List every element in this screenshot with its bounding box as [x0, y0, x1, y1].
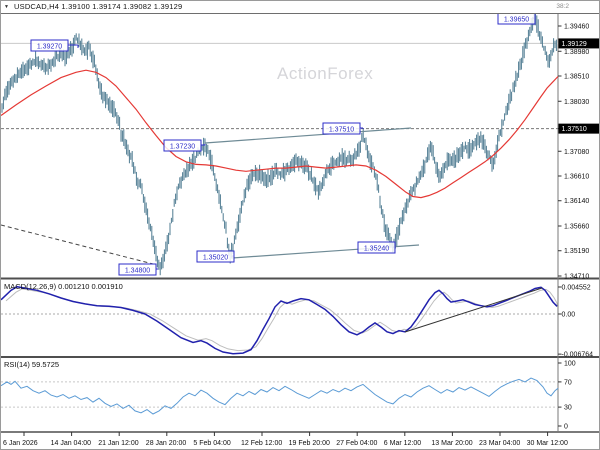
- x-axis-label: 30 Mar 12:00: [527, 440, 568, 447]
- price-annotation-label: 1.37510: [329, 127, 354, 134]
- price-annotation-label: 1.35020: [203, 255, 228, 262]
- price-axis-label: 1.38980: [564, 49, 589, 56]
- dashed-diagonal-trendline: [1, 224, 154, 265]
- x-axis-label: 23 Mar 04:00: [479, 440, 520, 447]
- watermark: ActionForex: [277, 64, 374, 83]
- highlighted-price-label: 1.39129: [562, 41, 587, 48]
- price-axis-label: 1.36610: [564, 174, 589, 181]
- trendline-upper: [204, 127, 412, 144]
- price-annotation-box[interactable]: [322, 122, 361, 135]
- macd-line: [1, 285, 558, 355]
- price-annotation-label: 1.35240: [364, 246, 389, 253]
- price-annotation-box[interactable]: [30, 39, 69, 52]
- x-axis-label: 27 Feb 04:00: [336, 440, 377, 447]
- chart-titlebar: ▼ USDCAD,H4 1.39100 1.39174 1.39082 1.39…: [1, 1, 599, 14]
- x-axis-label: 19 Feb 20:00: [289, 440, 330, 447]
- price-axis-label: 1.39460: [564, 24, 589, 31]
- price-annotation-label: 1.37230: [170, 144, 195, 151]
- x-axis-label: 6 Jan 2026: [3, 440, 38, 447]
- rsi-axis-label: 30: [564, 405, 572, 412]
- x-axis-label: 13 Mar 20:00: [431, 440, 472, 447]
- price-annotation-box[interactable]: [118, 263, 157, 276]
- collapse-arrow-icon[interactable]: ▼: [4, 4, 9, 10]
- price-annotation-label: 1.34800: [125, 268, 150, 275]
- macd-axis-label: -0.006764: [562, 352, 594, 359]
- price-axis-label: 1.37080: [564, 149, 589, 156]
- price-axis-label: 1.38510: [564, 74, 589, 81]
- price-bars: [1, 14, 557, 276]
- macd-axis-label: 0.00: [562, 312, 576, 319]
- symbol-ohlc-title: USDCAD,H4 1.39100 1.39174 1.39082 1.3912…: [14, 2, 183, 11]
- price-annotation-box[interactable]: [196, 250, 235, 263]
- highlighted-price-label-bg: [558, 38, 599, 49]
- highlighted-price-label: 1.37510: [562, 126, 587, 133]
- bar-countdown-timer: 38:2: [556, 3, 569, 10]
- highlighted-price-label-bg: [558, 123, 599, 134]
- rsi-axis-label: 70: [564, 379, 572, 386]
- price-axis-label: 1.35660: [564, 224, 589, 231]
- x-axis-label: 28 Jan 20:00: [146, 440, 187, 447]
- rsi-line: [1, 377, 559, 415]
- macd-indicator-label: MACD(12,26,9) 0.001210 0.001910: [4, 282, 123, 291]
- price-annotation-box[interactable]: [357, 241, 396, 254]
- x-axis-label: 21 Jan 12:00: [98, 440, 139, 447]
- price-annotation-label: 1.39270: [37, 44, 62, 51]
- x-axis-label: 14 Jan 04:00: [51, 440, 92, 447]
- macd-trendline: [404, 287, 543, 333]
- rsi-axis-label: 0: [564, 424, 568, 431]
- price-axis-label: 1.35190: [564, 248, 589, 255]
- ma-line: [1, 69, 559, 199]
- price-axis-label: 1.34710: [564, 274, 589, 281]
- price-axis-label: 1.36140: [564, 198, 589, 205]
- rsi-axis-label: 100: [564, 361, 576, 368]
- price-annotation-label: 1.39650: [504, 17, 529, 24]
- rsi-indicator-label: RSI(14) 59.5725: [4, 360, 60, 369]
- x-axis-label: 6 Mar 12:00: [384, 440, 421, 447]
- price-annotation-box[interactable]: [163, 139, 202, 152]
- macd-signal-line: [5, 288, 558, 352]
- macd-axis-label: 0.004552: [562, 285, 591, 292]
- x-axis-label: 12 Feb 12:00: [241, 440, 282, 447]
- x-axis-label: 5 Feb 04:00: [193, 440, 230, 447]
- price-axis-label: 1.38030: [564, 99, 589, 106]
